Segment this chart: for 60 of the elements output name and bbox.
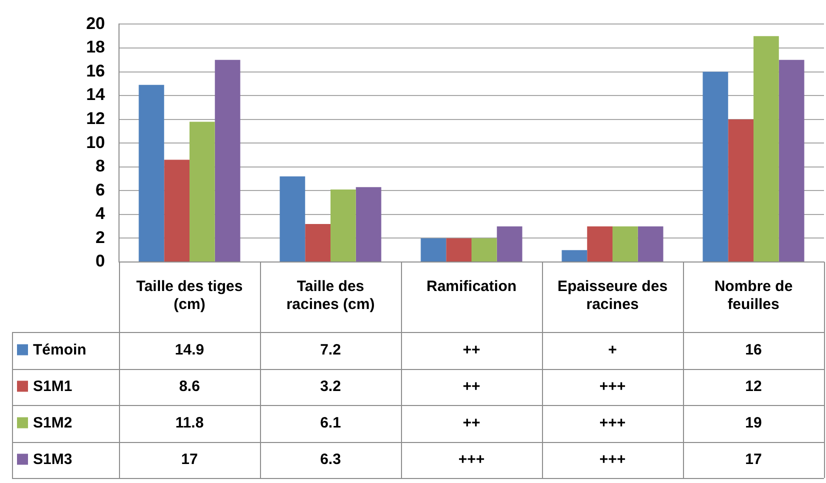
bar: [190, 122, 215, 262]
data-label: +: [608, 341, 618, 358]
bar: [356, 187, 382, 262]
bar: [164, 160, 190, 262]
legend-label: Témoin: [33, 341, 86, 358]
bar: [778, 60, 804, 262]
bar: [754, 36, 779, 262]
data-label: 6.1: [320, 414, 341, 432]
data-label: +++: [599, 378, 626, 395]
data-label: ++: [462, 378, 480, 395]
bar: [446, 238, 472, 262]
data-label: 7.2: [320, 341, 341, 358]
data-label: +++: [458, 450, 485, 468]
data-label: 3.2: [320, 378, 341, 395]
y-tick-label: 16: [86, 61, 105, 80]
bar: [562, 250, 588, 262]
data-label: 17: [745, 450, 762, 468]
y-tick-label: 2: [96, 228, 105, 247]
bar: [612, 226, 638, 262]
bar: [587, 226, 612, 262]
bar: [138, 84, 164, 262]
y-tick-label: 6: [96, 180, 105, 200]
bar: [638, 226, 664, 262]
legend-label: S1M2: [33, 414, 72, 432]
data-label: ++: [462, 414, 480, 432]
data-label: 11.8: [175, 414, 204, 432]
y-tick-label: 10: [86, 132, 105, 152]
bar: [496, 226, 522, 262]
y-tick-label: 14: [86, 85, 106, 104]
bar: [702, 72, 728, 262]
bar: [330, 189, 356, 262]
bar: [728, 119, 754, 262]
y-tick-label: 8: [96, 156, 105, 176]
data-label: 12: [745, 378, 762, 395]
y-tick-label: 12: [86, 109, 105, 128]
data-label: 14.9: [174, 341, 204, 358]
y-tick-label: 20: [86, 14, 105, 33]
x-tick-label: Taille des racines (cm): [286, 278, 375, 314]
bar: [305, 224, 330, 262]
x-tick-label: Taille des tiges (cm): [136, 278, 243, 314]
y-tick-label: 18: [86, 38, 105, 57]
data-label: ++: [462, 341, 480, 358]
data-label: 19: [745, 414, 762, 432]
x-tick-label: Ramification: [426, 278, 517, 296]
data-label: +++: [599, 450, 626, 468]
bar: [420, 238, 446, 262]
data-label: 8.6: [179, 378, 200, 395]
y-tick-label: 0: [96, 252, 105, 271]
data-label: +++: [599, 414, 626, 432]
legend-label: S1M3: [33, 450, 72, 468]
bar: [280, 176, 306, 262]
data-label: 16: [745, 341, 762, 358]
data-label: 6.3: [320, 450, 341, 468]
data-label: 17: [181, 450, 198, 468]
legend-label: S1M1: [33, 378, 72, 395]
x-tick-label: Epaisseure des racines: [557, 278, 668, 314]
bar: [472, 238, 497, 262]
bar: [214, 60, 240, 262]
y-tick-label: 4: [96, 204, 106, 224]
x-tick-label: Nombre de feuilles: [714, 278, 793, 314]
